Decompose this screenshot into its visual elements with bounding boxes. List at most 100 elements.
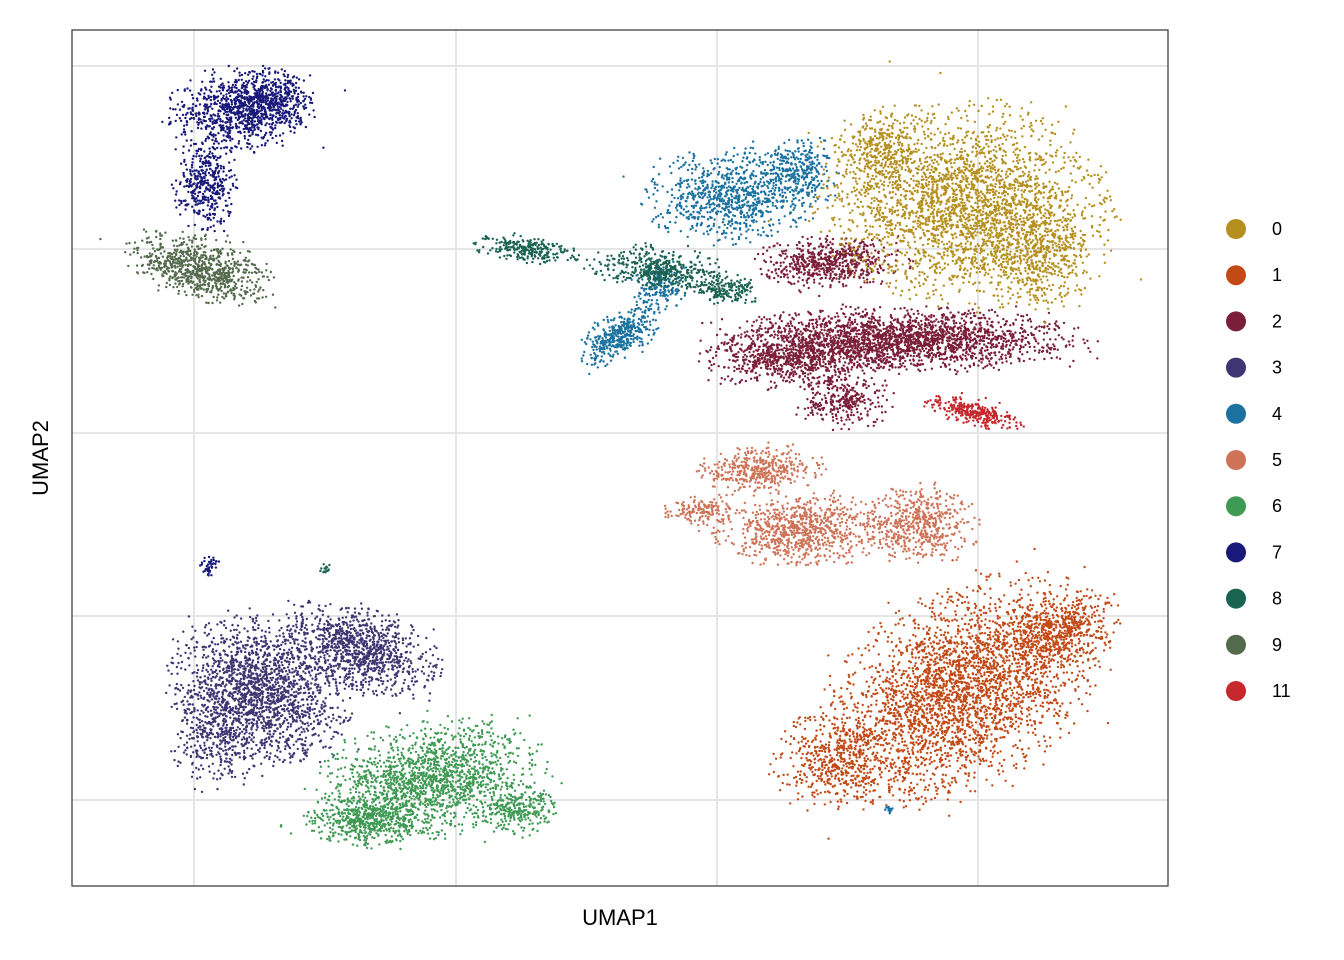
point — [248, 653, 251, 657]
point — [231, 257, 235, 261]
point — [299, 119, 303, 122]
point — [262, 78, 265, 81]
point — [275, 706, 278, 710]
point — [432, 628, 435, 631]
point — [235, 266, 238, 270]
point — [242, 81, 245, 85]
point — [229, 188, 232, 191]
point — [185, 293, 188, 297]
point — [222, 167, 225, 170]
point — [329, 706, 332, 710]
point — [277, 718, 280, 721]
point — [282, 735, 285, 738]
point — [380, 691, 384, 694]
point — [293, 695, 296, 698]
point — [212, 259, 215, 262]
point — [214, 275, 217, 279]
point — [200, 154, 203, 157]
point — [234, 105, 237, 108]
point — [259, 648, 262, 652]
point — [370, 662, 374, 665]
point — [240, 78, 243, 82]
point — [295, 709, 298, 713]
point — [375, 694, 379, 697]
point — [190, 184, 193, 187]
point — [201, 172, 205, 175]
point — [309, 744, 312, 747]
point — [152, 247, 155, 250]
point — [350, 667, 354, 670]
point — [200, 265, 203, 268]
point — [198, 190, 202, 194]
point — [314, 673, 318, 676]
point — [421, 652, 424, 656]
point — [142, 271, 145, 274]
point — [302, 631, 306, 634]
point — [287, 87, 290, 90]
point — [301, 749, 304, 752]
point — [124, 251, 127, 254]
point — [435, 646, 438, 650]
point — [288, 660, 291, 664]
point — [200, 696, 203, 700]
point — [209, 737, 212, 740]
point — [343, 89, 347, 92]
point — [265, 269, 268, 272]
point — [289, 100, 292, 103]
point — [256, 614, 259, 617]
point — [259, 669, 263, 672]
point — [382, 680, 385, 683]
point — [262, 640, 265, 643]
point — [193, 254, 196, 257]
point — [249, 147, 252, 150]
point — [308, 707, 312, 711]
point — [286, 700, 289, 703]
point — [286, 651, 290, 654]
point — [202, 689, 206, 693]
point — [270, 97, 273, 100]
point — [256, 103, 260, 106]
point — [99, 237, 102, 241]
point — [219, 735, 222, 738]
point — [324, 717, 327, 721]
point — [188, 280, 191, 284]
point — [211, 202, 214, 206]
point — [274, 126, 277, 130]
point — [219, 264, 222, 268]
point — [316, 718, 319, 722]
point — [420, 670, 424, 673]
point — [171, 239, 174, 242]
point — [146, 263, 150, 266]
point — [128, 242, 131, 245]
point — [187, 684, 190, 687]
point — [215, 90, 219, 93]
point — [346, 626, 350, 629]
point — [162, 262, 166, 266]
point — [292, 83, 295, 87]
point — [157, 262, 161, 265]
point — [433, 671, 436, 674]
point — [352, 646, 356, 649]
point — [300, 742, 303, 746]
point — [212, 135, 215, 138]
point — [326, 724, 329, 727]
point — [193, 684, 196, 688]
point — [263, 644, 266, 648]
point — [386, 679, 389, 683]
point — [287, 599, 290, 603]
point — [244, 647, 247, 650]
point — [273, 94, 276, 97]
point — [195, 155, 198, 158]
point — [201, 260, 204, 263]
point — [210, 102, 213, 106]
point — [224, 130, 227, 133]
point — [318, 622, 321, 625]
point — [205, 687, 208, 690]
point — [209, 709, 213, 712]
point — [279, 85, 283, 88]
point — [186, 264, 190, 268]
point — [287, 616, 290, 620]
point — [379, 631, 383, 635]
point — [299, 116, 302, 120]
point — [280, 626, 283, 630]
